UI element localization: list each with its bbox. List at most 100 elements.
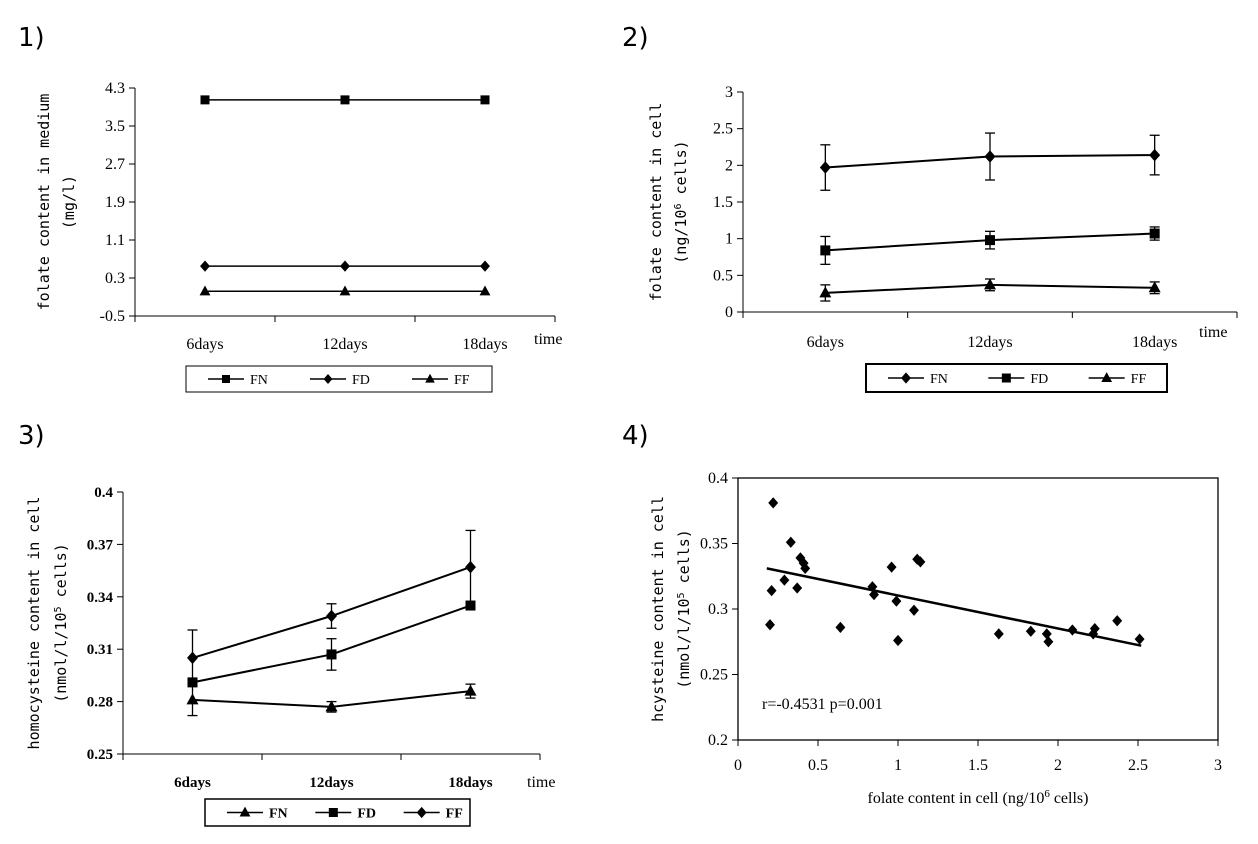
c4-y-tick-label: 0.25 [700,667,728,684]
c3-series-FN-point [186,693,199,705]
c3-x-tick-label: 6days [174,775,211,791]
c3-series-FF-point [187,651,198,665]
c4-point [785,536,796,548]
c4-y-tick-label: 0.3 [708,601,728,618]
c4-point [867,581,878,593]
c2-x-tick-label: 18days [1132,334,1177,351]
c4-point [909,604,919,616]
c4-point [1134,633,1145,645]
c3-x-axis-title: time [527,774,555,791]
chart-2-folate-cell: 3 2.5 2 1.5 1 0.5 0 6days 12days 18days time folate… [647,84,1238,393]
c4-point [869,588,879,601]
c1-y-tick-label: -0.5 [100,308,125,325]
c3-ylabel: homocysteine content in cell [25,497,43,750]
c1-series-FD-point [200,260,210,272]
c1-x-tick-label: 18days [462,336,507,353]
c2-series-FN-point [819,161,831,174]
c3-y-tick-label: 0.37 [87,537,114,553]
c2-legend-FF-marker [1101,372,1113,383]
c4-ylabel: hcysteine content in cell [649,496,667,722]
c3-y-tick-label: 0.34 [87,590,114,606]
c3-y-tick-label: 0.4 [94,485,113,501]
c1-y-tick-label: 2.7 [105,156,125,173]
c1-ylabel: folate content in medium [35,94,53,311]
c4-y-tick-label: 0.35 [700,536,728,553]
c2-series-FD-point [820,245,831,256]
c3-x-tick-label: 18days [448,775,492,791]
c4-point [893,634,903,647]
c1-legend-FN-marker [222,375,230,383]
c1-y-tick-label: 0.3 [105,270,125,287]
c4-point [1088,628,1099,640]
c2-legend-FD-label: FD [1030,372,1048,387]
c4-x-tick-label: 2.5 [1128,757,1148,774]
c4-annotation: r=-0.4531 p=0.001 [762,696,883,713]
c2-ylabel: folate content in cell [647,103,665,302]
c2-legend-FN-label: FN [930,372,948,387]
c1-legend-FN-label: FN [250,373,268,388]
c4-point [1043,636,1054,648]
c2-series-FF-point [819,286,832,298]
c4-y-tick-label: 0.2 [708,732,728,749]
c3-series-FD-point [465,600,476,611]
c3-series-FF-point [465,560,476,574]
c3-series-FF-point [326,609,337,623]
c2-series-FD-point [985,235,995,246]
c1-series-FD-point [480,260,490,272]
c4-point [766,585,777,597]
c1-legend-FD-label: FD [352,373,370,388]
c4-point [912,553,923,565]
c1-series-FF-point [479,285,491,296]
c4-point [1025,625,1036,637]
c4-x-tick-label: 1 [894,757,902,774]
c3-y-tick-label: 0.31 [87,642,113,658]
c3-series-FN-point [325,700,338,712]
c2-x-tick-label: 12days [967,334,1012,351]
c4-point [1089,623,1100,635]
c4-point [800,562,811,575]
c1-y-tick-label: 1.9 [105,194,125,211]
panel-1-label: 1) [18,23,45,53]
c3-y-tick-label: 0.25 [87,747,113,763]
c2-y-tick-label: 0.5 [713,267,733,284]
c2-y-tick-label: 2.5 [713,121,733,138]
c4-point [792,582,803,594]
c3-legend-FN-marker [239,806,251,817]
c4-trendline [766,567,1142,647]
c4-point [886,561,897,573]
c3-legend-FD-marker [328,808,338,817]
c4-x-tick-label: 3 [1214,757,1222,774]
c2-series-FN-point [984,150,996,163]
c4-ylabel-unit: (nmol/l/105 cells) [675,529,693,689]
c2-series-FD-point [1149,228,1160,239]
c4-x-tick-label: 0.5 [808,757,828,774]
c2-x-tick-label: 6days [807,334,844,351]
c1-series-FF-point [199,285,211,296]
c4-x-tick-label: 2 [1054,757,1062,774]
panel-4-label: 4) [622,421,649,451]
c3-series-FN-point [464,684,477,696]
c4-point [993,628,1004,640]
c1-legend-FD-marker [323,374,333,384]
c1-legend-FF-marker [425,373,435,383]
c1-y-tick-label: 1.1 [105,232,125,249]
c1-x-tick-label: 6days [186,336,223,353]
c2-y-tick-label: 1 [725,231,733,248]
c4-x-tick-label: 0 [734,757,742,774]
c3-legend-FF-label: FF [446,807,463,822]
chart-1-folate-medium: 4.3 3.5 2.7 1.9 1.1 0.3 -0.5 6days 12days 18days t… [35,80,562,393]
panel-3-label: 3) [18,421,45,451]
c4-point [765,619,775,631]
c2-y-tick-label: 0 [725,304,733,321]
chart-3-homocysteine-cell: 0.4 0.37 0.34 0.31 0.28 0.25 6days 12days 18days… [25,485,555,827]
c4-point [891,595,902,607]
c4-y-tick-label: 0.4 [708,470,728,487]
c4-point [1041,628,1052,640]
c2-y-tick-label: 1.5 [713,194,733,211]
c2-legend-FF-label: FF [1131,372,1147,387]
c2-legend-FD-marker [1001,373,1011,383]
c3-legend-FN-label: FN [269,807,288,822]
c3-legend-FD-label: FD [357,807,376,822]
c2-series-FF-point [984,278,996,290]
